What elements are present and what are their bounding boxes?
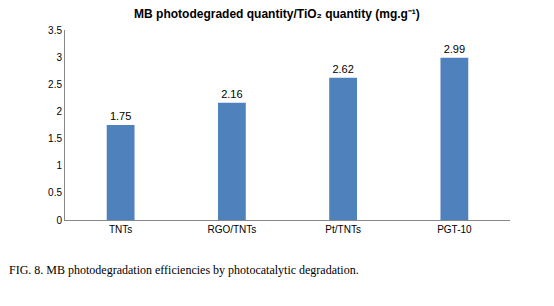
svg-text:0: 0 <box>56 215 62 226</box>
svg-text:FIG. 8. MB photodegradation ef: FIG. 8. MB photodegradation efficiencies… <box>9 263 359 277</box>
svg-text:2.62: 2.62 <box>332 63 353 75</box>
svg-text:3.5: 3.5 <box>48 25 62 36</box>
svg-text:1: 1 <box>56 160 62 171</box>
svg-text:2.5: 2.5 <box>48 79 62 90</box>
svg-text:PGT-10: PGT-10 <box>437 224 472 235</box>
svg-text:2.16: 2.16 <box>221 88 242 100</box>
svg-text:1.5: 1.5 <box>48 133 62 144</box>
svg-text:2.99: 2.99 <box>444 43 465 55</box>
svg-text:RGO/TNTs: RGO/TNTs <box>207 224 256 235</box>
svg-text:2: 2 <box>56 106 62 117</box>
svg-text:MB photodegraded quantity/TiO₂: MB photodegraded quantity/TiO₂ quantity … <box>134 7 420 21</box>
svg-text:3: 3 <box>56 52 62 63</box>
svg-text:TNTs: TNTs <box>109 224 132 235</box>
svg-text:0.5: 0.5 <box>48 187 62 198</box>
svg-text:Pt/TNTs: Pt/TNTs <box>325 224 361 235</box>
svg-text:1.75: 1.75 <box>110 110 131 122</box>
